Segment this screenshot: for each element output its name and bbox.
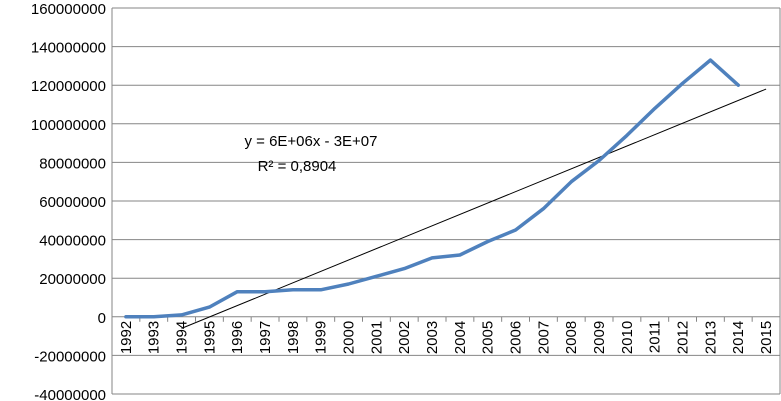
x-tick-label-2004: 2004 bbox=[452, 321, 469, 354]
x-tick-label-1994: 1994 bbox=[174, 321, 191, 354]
x-tick-label-2015: 2015 bbox=[758, 321, 775, 354]
y-tick-label-6: 80000000 bbox=[39, 155, 106, 172]
x-tick-label-1992: 1992 bbox=[118, 321, 135, 354]
x-tick-label-2005: 2005 bbox=[480, 321, 497, 354]
x-tick-label-1995: 1995 bbox=[201, 321, 218, 354]
x-axis-tick-labels: 1992 1993 1994 1995 1996 1997 1998 1999 2000 2001… bbox=[118, 321, 775, 354]
x-tick-label-1993: 1993 bbox=[146, 321, 163, 354]
y-tick-label-1: -20000000 bbox=[34, 348, 106, 365]
x-tick-label-1999: 1999 bbox=[313, 321, 330, 354]
x-tick-label-2006: 2006 bbox=[508, 321, 525, 354]
y-tick-label-9: 140000000 bbox=[31, 40, 106, 57]
y-axis-tick-labels: -40000000 -20000000 0 20000000 40000000 60000… bbox=[31, 1, 106, 401]
y-tick-label-8: 120000000 bbox=[31, 78, 106, 95]
x-tick-label-2008: 2008 bbox=[563, 321, 580, 354]
x-tick-label-2010: 2010 bbox=[619, 321, 636, 354]
x-tick-label-2012: 2012 bbox=[675, 321, 692, 354]
series-line-0 bbox=[124, 58, 741, 319]
x-tick-label-2001: 2001 bbox=[368, 321, 385, 354]
y-tick-label-7: 100000000 bbox=[31, 117, 106, 134]
x-tick-label-2007: 2007 bbox=[535, 321, 552, 354]
x-tick-label-2013: 2013 bbox=[702, 321, 719, 354]
trendline-r-squared: R² = 0,8904 bbox=[258, 158, 337, 175]
y-tick-label-10: 160000000 bbox=[31, 1, 106, 18]
series-lines bbox=[124, 58, 741, 319]
x-tick-label-2003: 2003 bbox=[424, 321, 441, 354]
trendline-linear bbox=[181, 88, 767, 329]
x-tick-label-2009: 2009 bbox=[591, 321, 608, 354]
trendline bbox=[181, 88, 767, 329]
axes bbox=[111, 8, 781, 394]
y-tick-label-4: 40000000 bbox=[39, 233, 106, 250]
x-tick-label-2002: 2002 bbox=[396, 321, 413, 354]
x-tick-label-1998: 1998 bbox=[285, 321, 302, 354]
x-tick-label-2014: 2014 bbox=[730, 321, 747, 354]
x-tick-label-2011: 2011 bbox=[647, 321, 664, 353]
y-tick-label-5: 60000000 bbox=[39, 194, 106, 211]
y-tick-label-3: 20000000 bbox=[39, 271, 106, 288]
x-tick-label-1997: 1997 bbox=[257, 321, 274, 354]
trendline-equation: y = 6E+06x - 3E+07 bbox=[244, 133, 377, 150]
x-tick-label-1996: 1996 bbox=[229, 321, 246, 354]
y-tick-label-2: 0 bbox=[98, 310, 106, 327]
y-tick-label-0: -40000000 bbox=[34, 387, 106, 401]
x-tick-label-2000: 2000 bbox=[341, 321, 358, 354]
